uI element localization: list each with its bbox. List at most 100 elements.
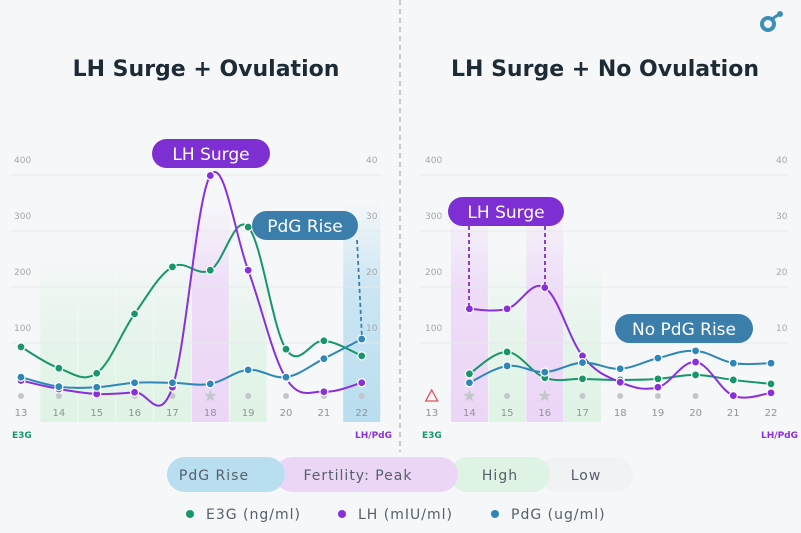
data-point-e3g <box>281 344 291 354</box>
day-dot-marker <box>169 393 176 399</box>
day-dot-marker <box>579 393 586 399</box>
data-point-e3g <box>728 375 738 385</box>
data-point-lh <box>464 304 474 314</box>
data-point-e3g <box>766 379 776 389</box>
x-tick-label: 16 <box>128 408 141 419</box>
data-point-pdg <box>577 358 588 368</box>
right-tick-label: 30 <box>366 212 378 222</box>
chart-panel-1: LH Surge + Ovulation 100 10 200 20 300 30 400 40… <box>10 57 392 441</box>
x-tick-label: 20 <box>689 408 702 419</box>
right-tick-label: 20 <box>776 268 788 278</box>
right-tick-label: 40 <box>366 156 378 166</box>
series-line-pdg <box>20 338 363 389</box>
x-tick-label: 22 <box>355 408 368 419</box>
oova-logo-icon <box>760 11 783 32</box>
data-point-lh <box>129 387 140 397</box>
x-tick-label: 18 <box>204 408 217 419</box>
legend-band-label: Fertility: Peak <box>304 468 413 484</box>
legend-series-label: PdG (ug/ml) <box>511 507 606 523</box>
x-tick-label: 15 <box>90 408 103 419</box>
right-tick-label: 10 <box>366 324 378 334</box>
annotation-label: LH Surge <box>467 203 544 223</box>
data-point-pdg <box>92 382 102 392</box>
series-line-lh <box>20 171 362 407</box>
data-point-pdg <box>728 358 738 368</box>
annotation-pill <box>252 211 358 240</box>
legend: Low High Fertility: Peak PdG Rise E3G (ng/ml… <box>167 457 633 523</box>
left-tick-label: 100 <box>14 324 31 334</box>
legend-dot-e3g <box>186 510 194 518</box>
right-tick-label: 20 <box>366 268 378 278</box>
annotation-pill <box>448 197 564 226</box>
x-tick-label: 14 <box>463 408 476 419</box>
x-tick-label: 14 <box>52 408 65 419</box>
legend-band-label: PdG Rise <box>179 468 249 484</box>
legend-band-label: High <box>482 468 518 484</box>
annotation-label: LH Surge <box>172 145 249 165</box>
left-axis-label: E3G <box>422 431 442 441</box>
data-point-e3g <box>319 336 329 346</box>
data-point-e3g <box>92 368 102 378</box>
data-point-lh <box>319 387 329 397</box>
x-tick-label: 13 <box>425 408 438 419</box>
day-dot-marker <box>654 393 661 399</box>
x-tick-label: 20 <box>280 408 293 419</box>
data-point-pdg <box>281 372 291 382</box>
data-point-e3g <box>54 363 64 373</box>
x-tick-label: 19 <box>242 408 255 419</box>
legend-band-high <box>450 457 550 492</box>
x-tick-label: 15 <box>501 408 514 419</box>
annotation-leader-line <box>356 239 363 339</box>
data-point-lh <box>766 388 776 398</box>
legend-band-fertility-peak <box>275 457 458 492</box>
data-point-lh <box>205 170 215 181</box>
day-dot-marker <box>617 393 624 399</box>
chart-title: LH Surge + No Ovulation <box>451 57 759 82</box>
data-point-pdg <box>766 358 776 368</box>
data-point-e3g <box>653 374 663 384</box>
left-tick-label: 200 <box>425 268 442 278</box>
legend-dot-pdg <box>491 510 499 518</box>
x-tick-label: 13 <box>15 408 28 419</box>
legend-dot-lh <box>338 510 346 518</box>
data-point-e3g <box>16 342 26 352</box>
right-axis-label: LH/PdG <box>761 431 798 441</box>
day-dot-marker <box>18 393 24 399</box>
left-tick-label: 300 <box>14 212 31 222</box>
day-dot-marker <box>283 393 290 399</box>
annotation-pill <box>152 139 270 168</box>
data-point-pdg <box>16 372 26 382</box>
chart-title: LH Surge + Ovulation <box>73 57 340 82</box>
data-point-pdg <box>205 379 215 389</box>
chart-panel-2: LH Surge + No Ovulation 100 10 200 20 300 30 40… <box>420 57 798 441</box>
legend-series-label: LH (mIU/ml) <box>358 507 453 523</box>
left-tick-label: 300 <box>425 212 442 222</box>
data-point-lh <box>243 265 253 275</box>
data-point-e3g <box>243 222 253 232</box>
star-icon <box>538 389 551 402</box>
x-tick-label: 17 <box>166 408 179 419</box>
x-tick-label: 16 <box>538 408 551 419</box>
data-point-e3g <box>129 309 140 319</box>
legend-band-low <box>540 457 633 492</box>
day-dot-marker <box>358 393 365 399</box>
data-point-pdg <box>690 346 701 356</box>
legend-band-label: Low <box>571 468 602 484</box>
right-tick-label: 40 <box>776 156 788 166</box>
data-point-pdg <box>653 353 663 363</box>
annotation-label: No PdG Rise <box>632 320 736 340</box>
data-point-pdg <box>54 382 64 392</box>
x-tick-label: 19 <box>652 408 665 419</box>
left-tick-label: 100 <box>425 324 442 334</box>
data-point-e3g <box>464 369 474 379</box>
day-dot-marker <box>245 393 252 399</box>
legend-series-label: E3G (ng/ml) <box>206 507 301 523</box>
annotation-label: PdG Rise <box>267 217 342 237</box>
right-tick-label: 10 <box>776 324 788 334</box>
data-point-pdg <box>502 361 512 371</box>
right-tick-label: 30 <box>776 212 788 222</box>
data-point-e3g <box>502 347 512 357</box>
data-point-pdg <box>615 364 625 374</box>
data-point-lh <box>357 378 367 388</box>
